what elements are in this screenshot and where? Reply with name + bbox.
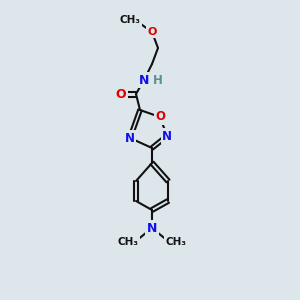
- Text: H: H: [153, 74, 163, 86]
- Text: O: O: [155, 110, 165, 124]
- Text: O: O: [147, 27, 157, 37]
- Text: N: N: [125, 131, 135, 145]
- Text: N: N: [147, 221, 157, 235]
- Text: N: N: [139, 74, 149, 86]
- Text: N: N: [162, 130, 172, 142]
- Text: CH₃: CH₃: [166, 237, 187, 247]
- Text: O: O: [116, 88, 126, 100]
- Text: CH₃: CH₃: [118, 237, 139, 247]
- Text: CH₃: CH₃: [119, 15, 140, 25]
